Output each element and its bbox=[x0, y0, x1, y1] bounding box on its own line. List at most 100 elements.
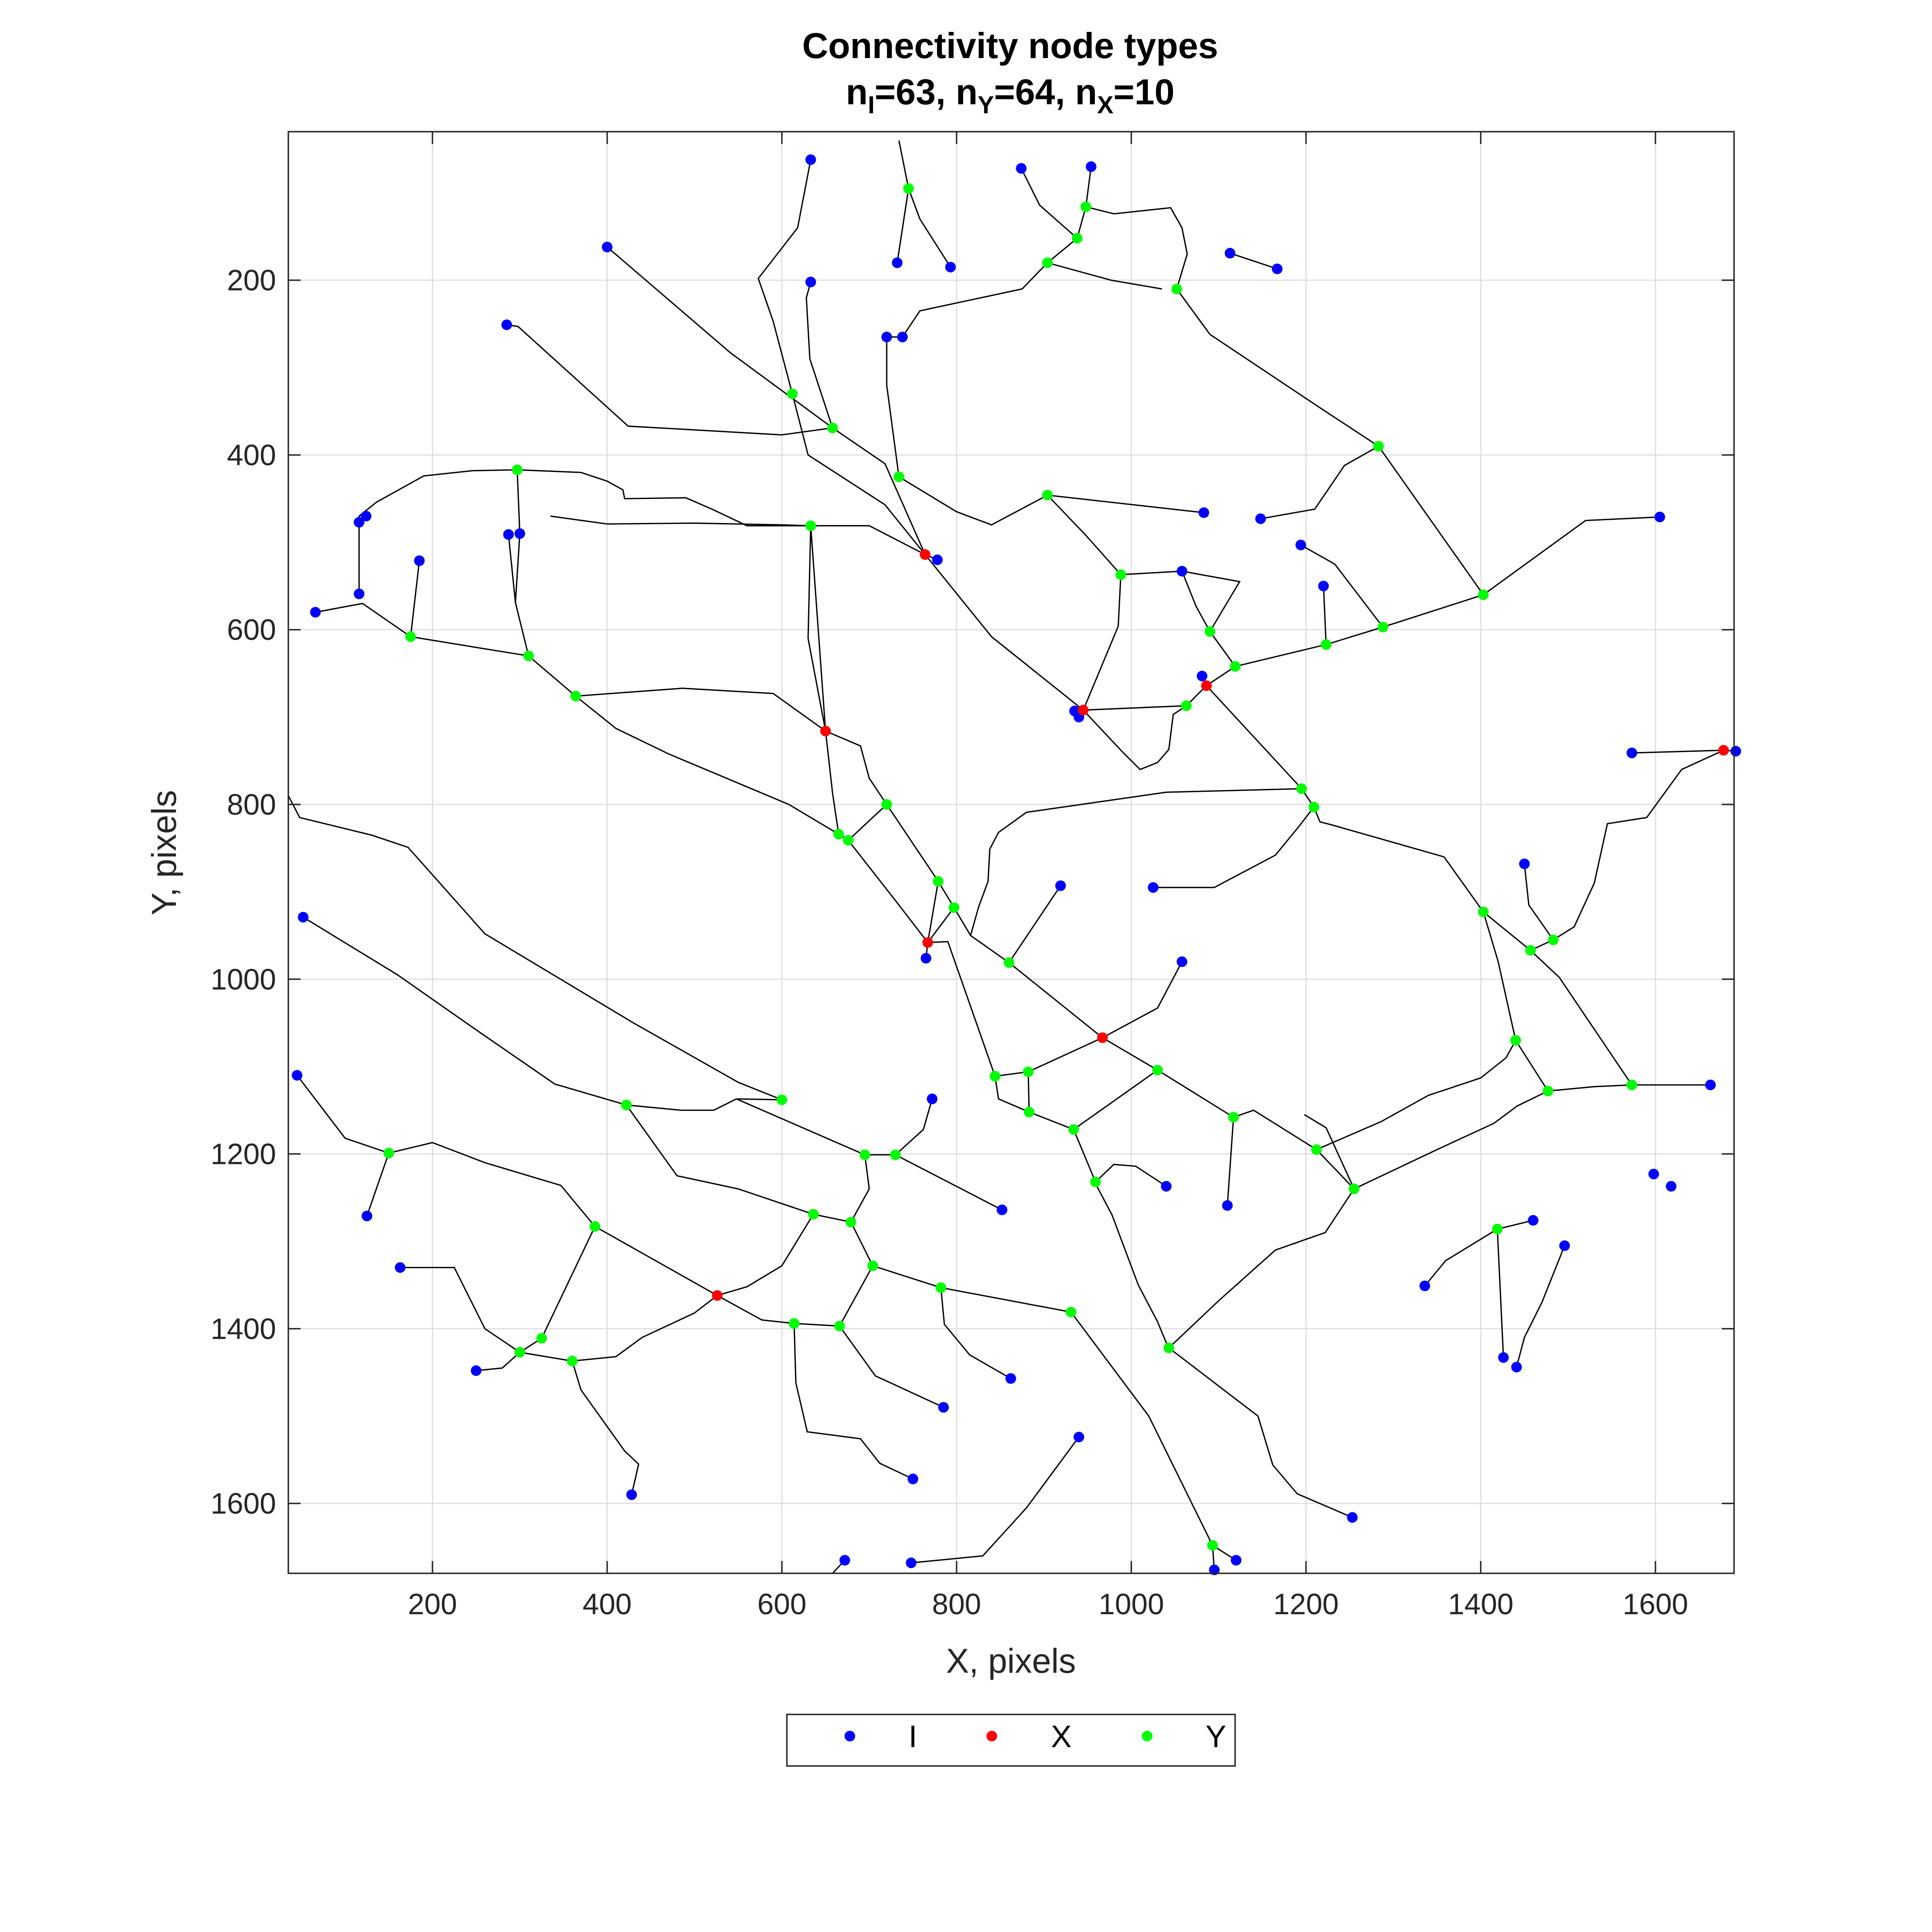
node-i-marker bbox=[626, 1489, 637, 1500]
network-edge bbox=[517, 469, 811, 527]
network-edge bbox=[1168, 1188, 1355, 1348]
node-i-marker bbox=[471, 1365, 482, 1376]
network-edge bbox=[315, 602, 411, 638]
node-i-marker bbox=[514, 528, 525, 539]
legend: I X Y bbox=[786, 1714, 1236, 1767]
node-y-marker bbox=[933, 876, 944, 887]
network-edge bbox=[825, 731, 840, 834]
node-x-marker bbox=[1201, 680, 1212, 691]
node-i-marker bbox=[1222, 1200, 1233, 1211]
network-edge bbox=[1233, 1109, 1317, 1150]
network-edge bbox=[872, 1265, 941, 1288]
node-y-marker bbox=[1548, 935, 1559, 946]
node-y-marker bbox=[589, 1221, 600, 1232]
node-y-marker bbox=[787, 388, 798, 399]
network-edge bbox=[1378, 446, 1484, 595]
network-edge bbox=[1076, 207, 1087, 239]
network-edge bbox=[794, 1323, 840, 1327]
node-i-marker bbox=[1347, 1512, 1358, 1523]
node-y-marker bbox=[833, 829, 844, 840]
node-i-marker bbox=[1666, 1181, 1677, 1192]
network-edge bbox=[1497, 1220, 1534, 1230]
network-edge bbox=[896, 188, 910, 263]
node-y-marker bbox=[827, 422, 838, 434]
network-edge bbox=[895, 1099, 933, 1155]
node-i-marker bbox=[1626, 748, 1638, 758]
node-y-marker bbox=[1377, 622, 1388, 633]
node-y-marker bbox=[1065, 1307, 1076, 1318]
network-edge bbox=[924, 554, 1084, 711]
node-y-marker bbox=[621, 1099, 632, 1110]
network-edge bbox=[791, 393, 926, 555]
network-edge bbox=[941, 1287, 1072, 1313]
y-tick-label: 1000 bbox=[211, 963, 276, 996]
network-edge bbox=[1083, 705, 1187, 771]
network-edge bbox=[1009, 962, 1103, 1038]
legend-label-x: X bbox=[1051, 1719, 1072, 1754]
node-y-marker bbox=[867, 1260, 878, 1271]
node-i-marker bbox=[881, 332, 892, 342]
node-x-marker bbox=[922, 937, 933, 948]
network-edge bbox=[911, 1436, 1080, 1564]
network-edge bbox=[953, 907, 1010, 964]
node-y-marker bbox=[881, 799, 892, 810]
network-edge bbox=[1157, 1069, 1234, 1118]
network-edge bbox=[1260, 445, 1379, 519]
network-edge bbox=[1483, 911, 1531, 951]
network-edge bbox=[850, 1222, 874, 1266]
node-y-marker bbox=[1492, 1224, 1503, 1235]
node-y-marker bbox=[383, 1148, 394, 1159]
network-edge bbox=[928, 941, 996, 1076]
node-y-marker bbox=[1181, 700, 1192, 711]
node-x-marker bbox=[920, 549, 931, 560]
network-edge bbox=[927, 881, 939, 943]
node-i-marker bbox=[1272, 263, 1283, 274]
network-edge bbox=[895, 1154, 1002, 1211]
node-y-marker bbox=[890, 1149, 901, 1160]
node-i-marker bbox=[1148, 882, 1159, 893]
network-edge bbox=[575, 687, 826, 732]
network-edge bbox=[607, 246, 833, 429]
node-y-marker bbox=[894, 471, 904, 482]
subtitle-n-y: nY=64, bbox=[956, 72, 1075, 119]
node-i-marker bbox=[1419, 1281, 1430, 1292]
y-tick-label: 1600 bbox=[211, 1487, 276, 1520]
network-edge bbox=[572, 1295, 718, 1362]
node-y-marker bbox=[1090, 1176, 1101, 1187]
network-edge bbox=[297, 1075, 389, 1154]
node-y-marker bbox=[1296, 783, 1307, 794]
network-edge bbox=[1095, 1164, 1167, 1187]
network-edge bbox=[1121, 571, 1182, 575]
node-i-marker bbox=[1528, 1215, 1539, 1226]
x-axis-label: X, pixels bbox=[946, 1642, 1076, 1680]
network-edge bbox=[1516, 1245, 1566, 1368]
network-edge bbox=[626, 1104, 814, 1215]
node-y-marker bbox=[1478, 906, 1489, 917]
node-y-marker bbox=[1024, 1107, 1035, 1117]
network-edge bbox=[303, 917, 627, 1106]
node-i-marker bbox=[945, 262, 956, 273]
network-edges bbox=[288, 140, 1736, 1574]
x-tick-label: 400 bbox=[583, 1588, 632, 1621]
legend-marker-x bbox=[986, 1731, 997, 1741]
network-edge bbox=[1085, 206, 1188, 289]
network-edge bbox=[575, 695, 839, 835]
node-x-marker bbox=[1097, 1032, 1108, 1043]
node-i-marker bbox=[298, 912, 309, 923]
node-i-marker bbox=[1648, 1168, 1659, 1179]
y-tick-label: 200 bbox=[227, 264, 276, 297]
network-edge bbox=[1083, 575, 1122, 710]
node-i-marker bbox=[921, 953, 932, 964]
node-i-marker bbox=[1511, 1361, 1522, 1373]
network-edge bbox=[839, 1265, 874, 1327]
node-y-marker bbox=[1171, 283, 1182, 294]
network-edge bbox=[902, 262, 1048, 337]
network-edge bbox=[811, 525, 926, 555]
network-edge bbox=[1047, 494, 1204, 514]
node-i-marker bbox=[1705, 1079, 1716, 1090]
network-edge bbox=[1176, 288, 1379, 447]
network-edge bbox=[1235, 644, 1326, 667]
network-edge bbox=[848, 804, 887, 841]
network-edge bbox=[1354, 1090, 1548, 1190]
network-edge bbox=[1326, 626, 1383, 645]
